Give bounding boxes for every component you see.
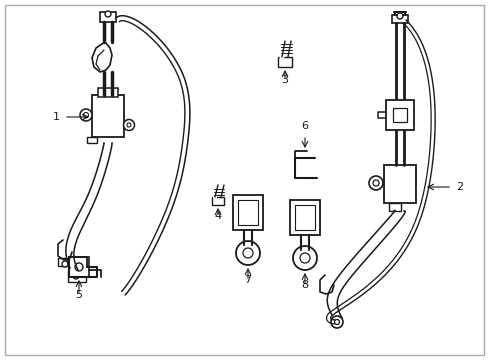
Text: 1: 1 <box>53 112 60 122</box>
Bar <box>69 257 89 277</box>
Text: 4: 4 <box>214 211 221 221</box>
Bar <box>289 200 319 235</box>
Text: 5: 5 <box>75 290 82 300</box>
Bar <box>278 57 291 67</box>
Circle shape <box>127 123 131 127</box>
Text: 3: 3 <box>281 75 288 85</box>
Bar <box>383 165 415 203</box>
Circle shape <box>243 248 252 258</box>
Text: 2: 2 <box>455 182 462 192</box>
Circle shape <box>123 120 134 131</box>
Bar <box>385 100 413 130</box>
Bar <box>392 108 406 122</box>
Bar <box>68 270 86 282</box>
Circle shape <box>75 263 83 271</box>
Bar <box>232 195 263 230</box>
Bar <box>92 95 124 137</box>
Bar <box>58 258 72 266</box>
Circle shape <box>330 316 342 328</box>
Circle shape <box>73 273 79 279</box>
Text: 8: 8 <box>301 280 308 290</box>
Bar <box>294 205 314 230</box>
Circle shape <box>80 109 92 121</box>
Circle shape <box>396 13 402 19</box>
Bar <box>100 12 116 22</box>
Circle shape <box>334 320 339 324</box>
Bar <box>238 200 258 225</box>
Text: 6: 6 <box>301 121 308 131</box>
Circle shape <box>299 253 309 263</box>
Bar <box>87 137 97 143</box>
Circle shape <box>83 113 88 117</box>
Bar <box>212 197 224 205</box>
Circle shape <box>236 241 260 265</box>
Bar <box>388 203 400 211</box>
Bar <box>98 88 118 97</box>
Circle shape <box>368 176 382 190</box>
Circle shape <box>372 180 378 186</box>
Text: 7: 7 <box>244 275 251 285</box>
Bar <box>391 15 407 23</box>
Circle shape <box>62 261 68 267</box>
Circle shape <box>105 11 111 17</box>
Circle shape <box>292 246 316 270</box>
